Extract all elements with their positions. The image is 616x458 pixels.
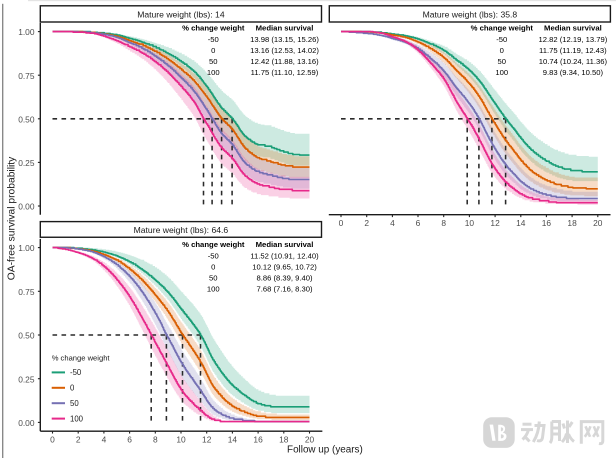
svg-text:11.75 (11.19, 12.43): 11.75 (11.19, 12.43) xyxy=(539,46,607,55)
svg-text:10.12 (9.65, 10.72): 10.12 (9.65, 10.72) xyxy=(252,263,317,272)
svg-text:0: 0 xyxy=(50,434,55,444)
svg-text:0: 0 xyxy=(339,218,344,228)
svg-text:100: 100 xyxy=(495,68,508,77)
svg-text:20: 20 xyxy=(593,218,603,228)
svg-text:0: 0 xyxy=(211,46,215,55)
svg-text:13.16 (12.53, 14.02): 13.16 (12.53, 14.02) xyxy=(250,46,319,55)
svg-text:18: 18 xyxy=(279,434,289,444)
svg-text:12.42 (11.88, 13.16): 12.42 (11.88, 13.16) xyxy=(250,57,319,66)
svg-text:0.75: 0.75 xyxy=(18,287,35,297)
svg-text:12: 12 xyxy=(490,218,500,228)
svg-text:0.25: 0.25 xyxy=(18,158,35,168)
svg-text:8.86 (8.39, 9.40): 8.86 (8.39, 9.40) xyxy=(256,274,313,283)
svg-text:Mature weight (lbs): 64.6: Mature weight (lbs): 64.6 xyxy=(134,225,229,235)
svg-text:13.98 (13.15, 15.26): 13.98 (13.15, 15.26) xyxy=(250,35,319,44)
svg-text:OA-free survival probability: OA-free survival probability xyxy=(6,156,17,280)
svg-text:Mature weight (lbs): 35.8: Mature weight (lbs): 35.8 xyxy=(423,9,518,19)
svg-text:0.00: 0.00 xyxy=(18,202,35,212)
svg-text:2: 2 xyxy=(76,434,81,444)
svg-text:Follow up (years): Follow up (years) xyxy=(287,445,363,456)
svg-text:8: 8 xyxy=(441,218,446,228)
svg-text:100: 100 xyxy=(207,285,220,294)
svg-text:50: 50 xyxy=(70,399,79,408)
svg-text:1.00: 1.00 xyxy=(18,27,35,37)
svg-text:12.82 (12.19, 13.79): 12.82 (12.19, 13.79) xyxy=(538,35,607,44)
svg-text:0.00: 0.00 xyxy=(18,418,35,428)
svg-text:4: 4 xyxy=(102,434,107,444)
svg-text:0.25: 0.25 xyxy=(18,374,35,384)
svg-text:7.68 (7.16, 8.30): 7.68 (7.16, 8.30) xyxy=(256,285,313,294)
svg-text:% change weight: % change weight xyxy=(52,354,111,363)
svg-text:10.74 (10.24, 11.36): 10.74 (10.24, 11.36) xyxy=(539,57,608,66)
svg-text:-50: -50 xyxy=(70,368,82,377)
svg-text:14: 14 xyxy=(228,434,238,444)
svg-text:100: 100 xyxy=(70,414,84,423)
svg-text:50: 50 xyxy=(209,274,218,283)
svg-text:16: 16 xyxy=(253,434,263,444)
svg-text:16: 16 xyxy=(542,218,552,228)
svg-text:1.00: 1.00 xyxy=(18,243,35,253)
svg-text:0: 0 xyxy=(70,384,75,393)
svg-text:18: 18 xyxy=(567,218,577,228)
svg-text:Median survival: Median survival xyxy=(256,240,314,249)
svg-text:9.83 (9.34, 10.50): 9.83 (9.34, 10.50) xyxy=(543,68,604,77)
svg-text:0.50: 0.50 xyxy=(18,331,35,341)
svg-text:Median survival: Median survival xyxy=(544,23,602,32)
svg-text:2: 2 xyxy=(364,218,369,228)
svg-text:6: 6 xyxy=(416,218,421,228)
svg-text:Mature weight (lbs): 14: Mature weight (lbs): 14 xyxy=(137,9,225,19)
svg-text:11.52 (10.91, 12.40): 11.52 (10.91, 12.40) xyxy=(250,252,319,261)
svg-text:20: 20 xyxy=(305,434,315,444)
svg-text:50: 50 xyxy=(209,57,218,66)
svg-text:4: 4 xyxy=(390,218,395,228)
svg-text:0: 0 xyxy=(500,46,504,55)
svg-text:8: 8 xyxy=(153,434,158,444)
svg-text:-50: -50 xyxy=(208,252,219,261)
svg-text:-50: -50 xyxy=(496,35,507,44)
svg-text:14: 14 xyxy=(516,218,526,228)
svg-text:0: 0 xyxy=(211,263,215,272)
svg-text:100: 100 xyxy=(207,68,220,77)
svg-text:0.75: 0.75 xyxy=(18,71,35,81)
svg-text:0.50: 0.50 xyxy=(18,114,35,124)
svg-text:% change weight: % change weight xyxy=(471,23,534,32)
svg-text:% change weight: % change weight xyxy=(182,23,245,32)
svg-text:% change weight: % change weight xyxy=(182,240,245,249)
svg-text:12: 12 xyxy=(202,434,212,444)
svg-text:6: 6 xyxy=(127,434,132,444)
svg-text:10: 10 xyxy=(465,218,475,228)
svg-text:50: 50 xyxy=(498,57,507,66)
svg-text:11.75 (11.10, 12.59): 11.75 (11.10, 12.59) xyxy=(251,68,319,77)
svg-text:-50: -50 xyxy=(208,35,219,44)
svg-text:10: 10 xyxy=(176,434,186,444)
svg-text:Median survival: Median survival xyxy=(256,23,314,32)
